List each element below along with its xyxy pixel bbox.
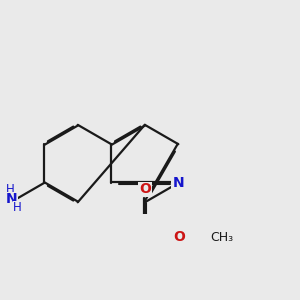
Text: N: N [172,176,184,190]
Text: CH₃: CH₃ [211,231,234,244]
Text: N: N [6,192,18,206]
Text: H: H [5,183,14,196]
Text: H: H [13,201,22,214]
Text: O: O [139,182,151,197]
Text: O: O [174,230,186,244]
